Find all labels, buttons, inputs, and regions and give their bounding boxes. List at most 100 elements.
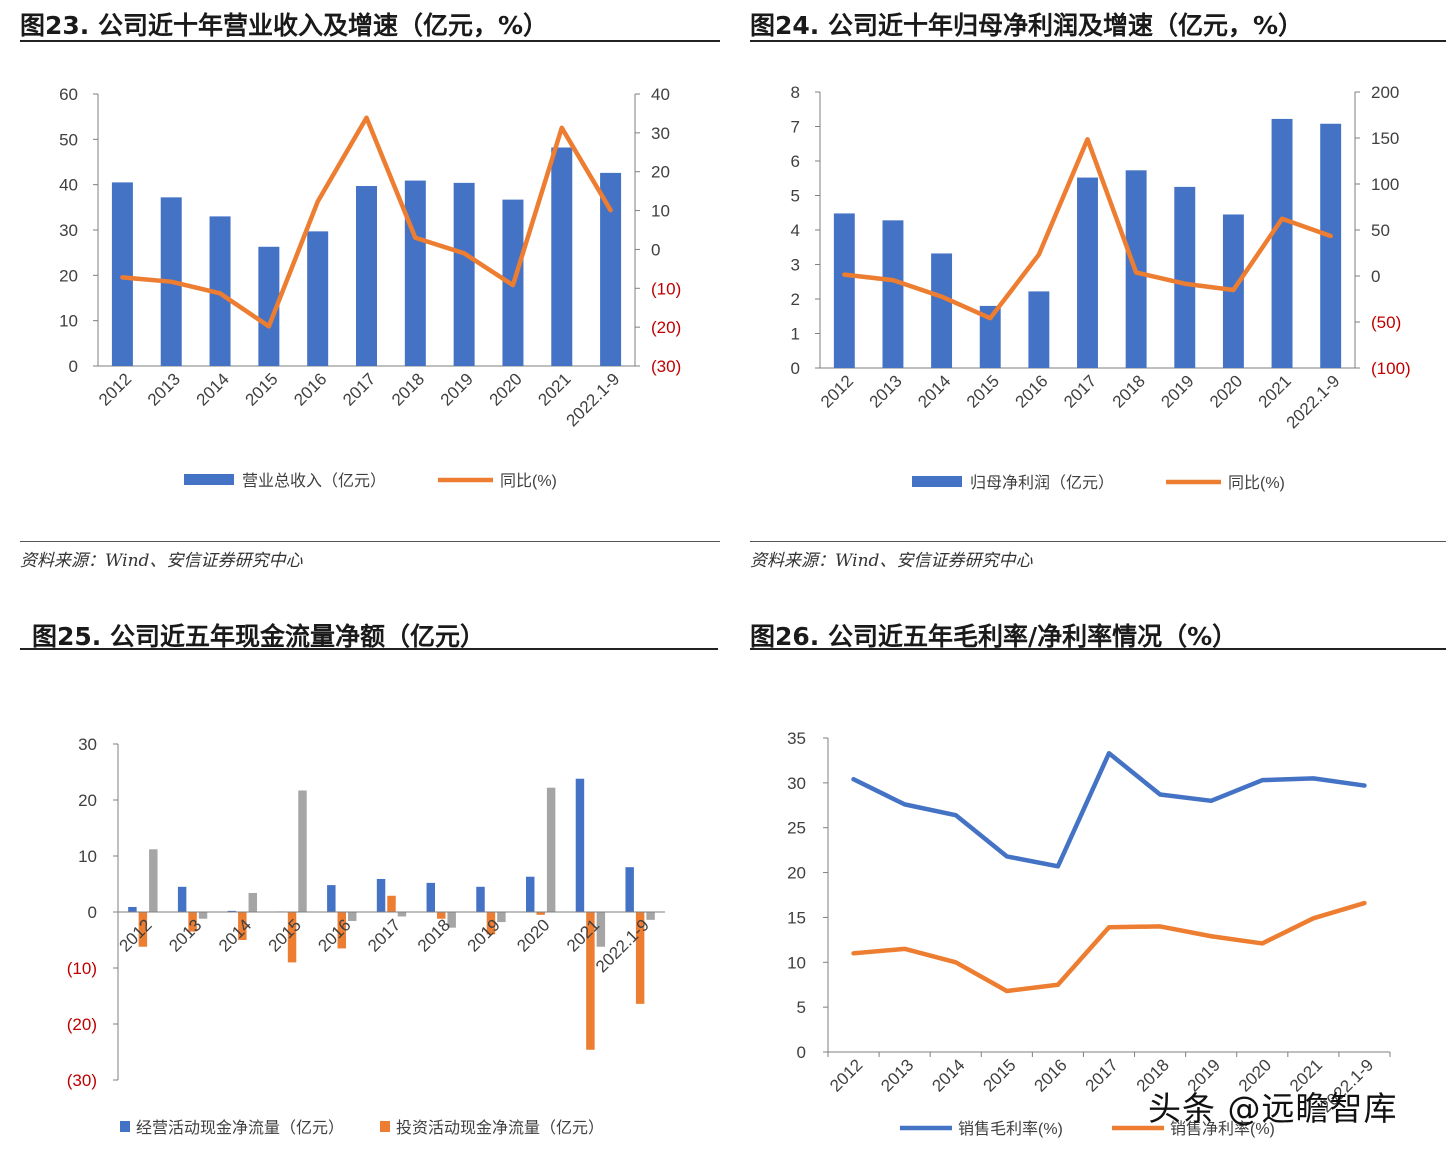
bar bbox=[287, 912, 297, 963]
x-tick-label: 2012 bbox=[817, 371, 857, 411]
x-tick-label: 2013 bbox=[866, 371, 906, 411]
legend-label: 同比(%) bbox=[500, 472, 557, 490]
legend-label: 销售毛利率(%) bbox=[958, 1120, 1063, 1138]
watermark: 头条 @远瞻智库 bbox=[1148, 1089, 1398, 1128]
growth-line bbox=[120, 115, 613, 329]
y-tick-label: 8 bbox=[791, 83, 800, 102]
y-tick-label: 30 bbox=[787, 774, 806, 793]
bar bbox=[177, 886, 187, 912]
legend-label: 归母净利润（亿元） bbox=[970, 474, 1114, 492]
bar bbox=[1320, 123, 1342, 369]
bar bbox=[1271, 118, 1293, 368]
series-line bbox=[851, 900, 1367, 994]
y2-tick-label: 0 bbox=[651, 240, 660, 259]
y-tick-label: 25 bbox=[787, 819, 806, 838]
growth-line bbox=[842, 137, 1333, 321]
bar bbox=[882, 220, 904, 368]
bar bbox=[635, 912, 645, 1004]
y-tick-label: 60 bbox=[59, 85, 78, 104]
x-tick-label: 2013 bbox=[165, 915, 205, 955]
bar bbox=[486, 912, 496, 935]
bar bbox=[347, 912, 357, 921]
legend-swatch-bar bbox=[912, 476, 962, 487]
fig23-panel: 图23. 公司近十年营业收入及增速（亿元，%） 0 10 20 30 40 50 60 40 3… bbox=[20, 0, 720, 580]
bar bbox=[188, 912, 197, 932]
bar bbox=[298, 790, 307, 912]
y2-tick-label: 40 bbox=[651, 85, 670, 104]
bar bbox=[426, 882, 436, 912]
series-line bbox=[851, 751, 1367, 869]
x-tick-label: 2015 bbox=[979, 1055, 1019, 1095]
y2-tick-label: 0 bbox=[1371, 267, 1380, 286]
bar bbox=[646, 912, 655, 920]
fig26-title: 图26. 公司近五年毛利率/净利率情况（%） bbox=[750, 622, 1238, 651]
x-tick-label: 2016 bbox=[314, 915, 354, 955]
y2-tick-label: 150 bbox=[1371, 129, 1399, 148]
bar bbox=[227, 910, 237, 912]
bar bbox=[307, 231, 329, 366]
fig24-title-rule bbox=[750, 40, 1446, 42]
y-tick-label: 20 bbox=[787, 864, 806, 883]
fig24-panel: 图24. 公司近十年归母净利润及增速（亿元，%） 0 1 2 3 4 5 6 7 8 200 150… bbox=[750, 0, 1446, 580]
x-tick-label: 2016 bbox=[290, 369, 330, 409]
bar bbox=[376, 878, 386, 912]
bar bbox=[551, 147, 573, 366]
fig23-source-rule bbox=[20, 541, 720, 542]
x-tick-label: 2018 bbox=[1109, 371, 1149, 411]
bar bbox=[476, 886, 485, 912]
fig23-source: 资料来源：Wind、安信证券研究中心 bbox=[20, 551, 303, 571]
fig25-title-rule bbox=[20, 648, 718, 650]
y2-tick-label: (10) bbox=[651, 279, 681, 298]
y-tick-label: 15 bbox=[787, 908, 806, 927]
x-tick-label: 2022.1-9 bbox=[563, 369, 624, 430]
fig25-title: 图25. 公司近五年现金流量净额（亿元） bbox=[32, 622, 485, 651]
bar bbox=[625, 867, 634, 912]
y-tick-label: 5 bbox=[791, 187, 800, 206]
x-tick-label: 2021 bbox=[1255, 371, 1295, 411]
bar bbox=[979, 305, 1001, 368]
fig26-title-rule bbox=[750, 648, 1446, 650]
x-tick-label: 2013 bbox=[144, 369, 184, 409]
y-tick-label: (20) bbox=[67, 1015, 97, 1034]
x-tick-label: 2014 bbox=[914, 371, 954, 411]
bar bbox=[596, 912, 606, 947]
bar bbox=[437, 912, 446, 919]
x-tick-label: 2017 bbox=[1082, 1055, 1122, 1095]
legend-swatch-bar bbox=[184, 474, 234, 485]
legend-label: 同比(%) bbox=[1228, 474, 1285, 492]
legend-label: 营业总收入（亿元） bbox=[242, 472, 386, 490]
x-tick-label: 2017 bbox=[364, 915, 404, 955]
bar bbox=[575, 778, 585, 912]
x-tick-label: 2020 bbox=[513, 915, 553, 955]
bar bbox=[453, 182, 475, 366]
y-tick-label: 0 bbox=[791, 359, 800, 378]
y-tick-label: 0 bbox=[797, 1043, 806, 1062]
fig25-panel: 图25. 公司近五年现金流量净额（亿元） 30 20 10 0 (10) (20) (30)… bbox=[20, 612, 718, 1155]
bar bbox=[128, 906, 137, 912]
x-tick-label: 2021 bbox=[534, 369, 574, 409]
y2-tick-label: 10 bbox=[651, 202, 670, 221]
x-tick-label: 2015 bbox=[242, 369, 282, 409]
y-tick-label: 2 bbox=[791, 290, 800, 309]
bar bbox=[138, 912, 148, 947]
y2-tick-label: 20 bbox=[651, 163, 670, 182]
bar bbox=[600, 172, 622, 366]
y2-tick-label: (50) bbox=[1371, 313, 1401, 332]
legend-swatch bbox=[120, 1121, 130, 1132]
x-tick-label: 2015 bbox=[265, 915, 305, 955]
y-tick-label: 20 bbox=[78, 791, 97, 810]
bar bbox=[397, 912, 407, 917]
y-tick-label: 30 bbox=[78, 735, 97, 754]
fig23-title-rule bbox=[20, 40, 720, 42]
bar bbox=[238, 912, 247, 940]
y2-tick-label: 200 bbox=[1371, 83, 1399, 102]
x-tick-label: 2014 bbox=[928, 1055, 968, 1095]
x-tick-label: 2020 bbox=[1206, 371, 1246, 411]
y-tick-label: 7 bbox=[791, 118, 800, 137]
bar bbox=[337, 912, 346, 949]
y-tick-label: 20 bbox=[59, 266, 78, 285]
x-tick-label: 2014 bbox=[215, 915, 255, 955]
